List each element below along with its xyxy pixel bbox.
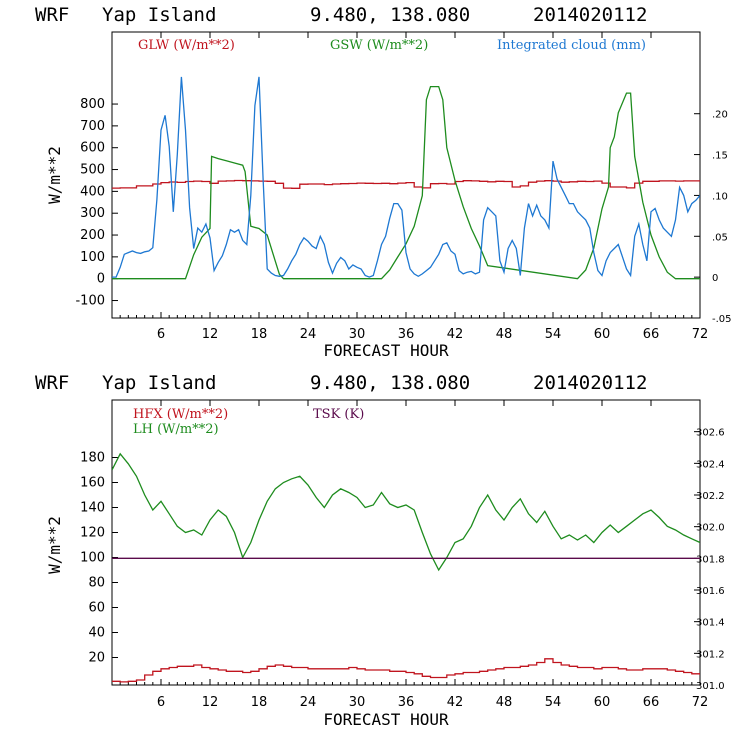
legend-gsw: GSW (W/m**2) <box>330 38 428 53</box>
y-tick-label: 80 <box>88 576 105 591</box>
x-tick-label: 60 <box>594 327 611 342</box>
lh-series <box>112 452 700 572</box>
x-axis-label: FORECAST HOUR <box>323 710 449 729</box>
x-tick-label: 12 <box>202 327 219 342</box>
y-tick-label: 400 <box>80 184 105 199</box>
y-axis-label: W/m**2 <box>45 146 64 204</box>
legend-glw: GLW (W/m**2) <box>138 38 235 53</box>
y-tick-label: 0 <box>97 272 105 287</box>
y-tick-label: 180 <box>80 451 105 466</box>
gsw-series <box>112 85 700 280</box>
legend-lh: LH (W/m**2) <box>133 422 219 437</box>
x-tick-label: 72 <box>692 327 709 342</box>
x-tick-label: 18 <box>251 695 268 710</box>
top-chart-panel: WRF Yap Island 9.480, 138.080 2014020112 6 12… <box>35 4 732 360</box>
right-tick-label: 302.2 <box>696 491 725 502</box>
right-tick-label: .10 <box>712 191 728 202</box>
y-tick-label: 20 <box>88 651 105 666</box>
y-tick-label: 100 <box>80 250 105 265</box>
x-tick-label: 6 <box>157 695 165 710</box>
x-tick-label: 72 <box>692 695 709 710</box>
right-tick-label: 301.8 <box>696 554 725 565</box>
x-axis-label: FORECAST HOUR <box>323 341 449 360</box>
header-location: Yap Island <box>102 372 216 394</box>
y-tick-label: 160 <box>80 476 105 491</box>
y-tick-label: 120 <box>80 526 105 541</box>
plot-frame <box>111 399 701 686</box>
right-tick-label: .15 <box>712 151 728 162</box>
x-tick-label: 42 <box>447 327 464 342</box>
glw-series <box>112 179 700 189</box>
header-model: WRF <box>35 372 69 394</box>
header-model: WRF <box>35 4 69 26</box>
x-tick-label: 12 <box>202 695 219 710</box>
header-coords: 9.480, 138.080 <box>310 372 470 394</box>
x-tick-label: 54 <box>545 695 562 710</box>
y-tick-label: 140 <box>80 501 105 516</box>
x-tick-label: 30 <box>349 695 366 710</box>
right-tick-label: -.05 <box>712 314 732 325</box>
x-tick-label: 18 <box>251 327 268 342</box>
x-tick-label: 36 <box>398 327 415 342</box>
header-date: 2014020112 <box>533 372 647 394</box>
x-tick-label: 24 <box>300 695 317 710</box>
hfx-series <box>112 658 700 683</box>
x-tick-label: 66 <box>643 327 660 342</box>
legend-tsk: TSK (K) <box>313 407 364 422</box>
y-tick-label: -100 <box>75 294 105 309</box>
x-tick-label: 36 <box>398 695 415 710</box>
x-tick-label: 48 <box>496 327 513 342</box>
y-tick-label: 200 <box>80 228 105 243</box>
x-tick-label: 60 <box>594 695 611 710</box>
y-tick-label: 700 <box>80 119 105 134</box>
x-tick-label: 48 <box>496 695 513 710</box>
right-tick-label: 302.0 <box>696 523 725 534</box>
y-tick-label: 800 <box>80 97 105 112</box>
right-tick-label: 301.6 <box>696 586 725 597</box>
x-tick-label: 42 <box>447 695 464 710</box>
right-tick-label: 301.2 <box>696 649 725 660</box>
y-tick-label: 600 <box>80 141 105 156</box>
plot-frame <box>111 31 701 319</box>
x-tick-label: 6 <box>157 327 165 342</box>
header-location: Yap Island <box>102 4 216 26</box>
right-tick-label: 301.4 <box>696 618 725 629</box>
x-tick-label: 66 <box>643 695 660 710</box>
y-tick-label: 100 <box>80 551 105 566</box>
header-coords: 9.480, 138.080 <box>310 4 470 26</box>
right-tick-label: .05 <box>712 232 728 243</box>
x-tick-label: 24 <box>300 327 317 342</box>
x-tick-label: 30 <box>349 327 366 342</box>
right-tick-label: 0 <box>712 273 718 284</box>
y-tick-label: 60 <box>88 601 105 616</box>
header-date: 2014020112 <box>533 4 647 26</box>
legend-hfx: HFX (W/m**2) <box>133 407 228 422</box>
y-tick-label: 500 <box>80 163 105 178</box>
bottom-chart-panel: WRF Yap Island 9.480, 138.080 2014020112 6 12… <box>35 372 725 729</box>
y-tick-label: 300 <box>80 206 105 221</box>
legend-integrated-cloud: Integrated cloud (mm) <box>497 38 646 53</box>
y-tick-label: 40 <box>88 626 105 641</box>
y-axis-label: W/m**2 <box>45 516 64 574</box>
x-tick-label: 54 <box>545 327 562 342</box>
right-tick-label: 302.6 <box>696 428 725 439</box>
right-tick-label: 301.0 <box>696 681 725 692</box>
integrated-cloud-series <box>112 76 700 278</box>
right-tick-label: .20 <box>712 110 728 121</box>
right-tick-label: 302.4 <box>696 459 725 470</box>
